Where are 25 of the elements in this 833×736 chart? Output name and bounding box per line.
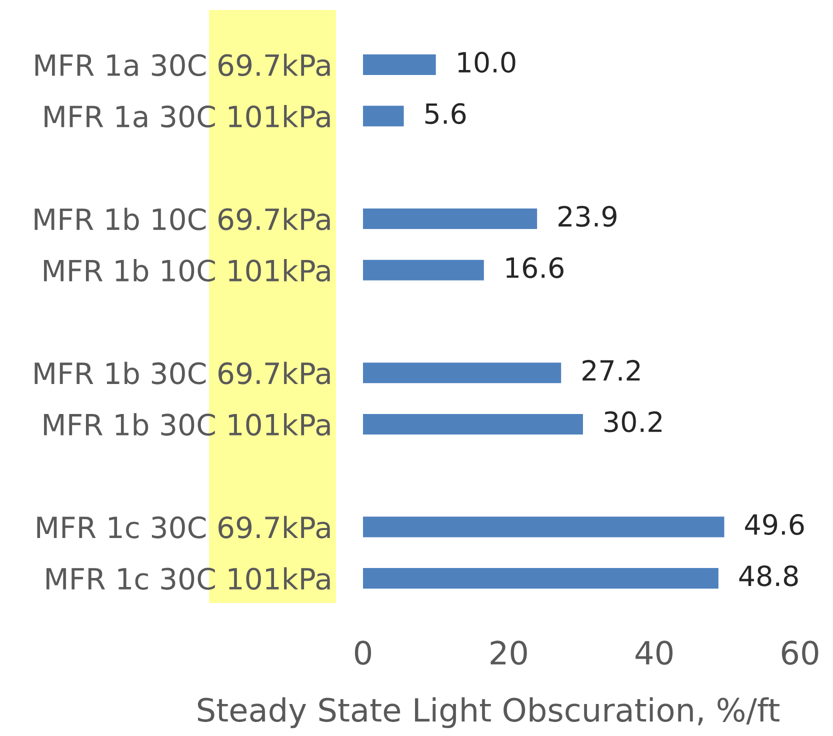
- data-label: 49.6: [745, 514, 804, 536]
- x-axis-title: Steady State Light Obscuration, %/ft: [198, 697, 780, 728]
- data-label: 10.0: [458, 52, 516, 73]
- x-tick-label: 60: [782, 640, 818, 665]
- data-label: 16.6: [506, 257, 564, 278]
- x-tick-label: 20: [490, 640, 527, 665]
- data-label: 23.9: [558, 206, 616, 227]
- bar: [363, 362, 562, 384]
- x-tick-label: 0: [354, 640, 372, 665]
- bar: [363, 208, 538, 230]
- bar: [363, 54, 436, 75]
- y-tick-label: MFR 1c 30C 69.7kPa: [37, 516, 330, 538]
- data-label: 5.6: [425, 103, 466, 124]
- data-label: 30.2: [604, 411, 662, 432]
- bar: [363, 414, 583, 434]
- data-label: 27.2: [582, 360, 640, 381]
- bar: [363, 260, 484, 280]
- bar: [363, 516, 724, 538]
- y-tick-label: MFR 1b 30C 69.7kPa: [34, 362, 330, 384]
- y-tick-label: MFR 1a 30C 69.7kPa: [35, 54, 330, 76]
- data-label: 48.8: [739, 565, 798, 586]
- x-tick-label: 40: [636, 640, 673, 665]
- y-tick-label: MFR 1b 10C 69.7kPa: [34, 208, 330, 230]
- bar: [363, 106, 404, 126]
- bar: [363, 568, 718, 589]
